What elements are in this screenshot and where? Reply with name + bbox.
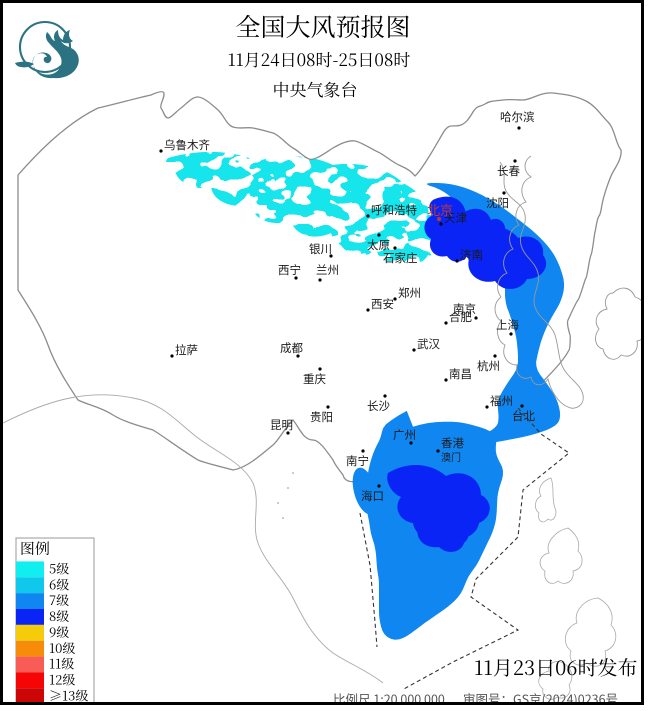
svg-text:澳门: 澳门: [441, 449, 461, 464]
svg-text:贵阳: 贵阳: [310, 409, 333, 425]
svg-text:拉萨: 拉萨: [175, 342, 198, 358]
svg-text:图例: 图例: [20, 538, 50, 559]
svg-text:海口: 海口: [361, 488, 384, 504]
svg-text:成都: 成都: [280, 340, 303, 356]
svg-text:乌鲁木齐: 乌鲁木齐: [164, 137, 210, 153]
svg-text:昆明: 昆明: [270, 417, 293, 433]
svg-text:银川: 银川: [309, 241, 332, 257]
svg-text:11月23日06时发布: 11月23日06时发布: [474, 652, 637, 681]
svg-text:兰州: 兰州: [316, 262, 339, 278]
svg-text:呼和浩特: 呼和浩特: [371, 202, 417, 218]
svg-text:比例尺 1:20 000 000: 比例尺 1:20 000 000: [333, 689, 445, 705]
svg-text:台北: 台北: [512, 408, 535, 424]
svg-text:西安: 西安: [371, 296, 394, 312]
svg-text:审图号：GS京(2024)0236号: 审图号：GS京(2024)0236号: [463, 689, 618, 705]
svg-text:中央气象台: 中央气象台: [273, 76, 358, 101]
svg-text:武汉: 武汉: [417, 336, 440, 352]
svg-text:济南: 济南: [460, 247, 483, 263]
svg-text:福州: 福州: [490, 393, 513, 409]
svg-text:全国大风预报图: 全国大风预报图: [235, 8, 410, 44]
svg-text:西宁: 西宁: [278, 262, 301, 278]
svg-text:广州: 广州: [393, 427, 416, 443]
svg-text:沈阳: 沈阳: [486, 195, 509, 211]
svg-text:石家庄: 石家庄: [383, 250, 418, 266]
svg-text:长沙: 长沙: [367, 398, 390, 414]
svg-text:长春: 长春: [497, 163, 520, 179]
svg-text:南昌: 南昌: [449, 366, 472, 382]
svg-text:杭州: 杭州: [477, 358, 500, 374]
svg-text:南宁: 南宁: [346, 453, 369, 469]
svg-text:上海: 上海: [496, 317, 519, 333]
svg-text:合肥: 合肥: [449, 309, 472, 325]
svg-text:哈尔滨: 哈尔滨: [500, 109, 535, 125]
svg-text:重庆: 重庆: [303, 371, 326, 387]
svg-text:≥13级: ≥13级: [49, 685, 88, 704]
svg-text:郑州: 郑州: [398, 285, 421, 301]
svg-text:北京: 北京: [427, 200, 453, 219]
svg-text:11月24日08时-25日08时: 11月24日08时-25日08时: [228, 46, 411, 71]
